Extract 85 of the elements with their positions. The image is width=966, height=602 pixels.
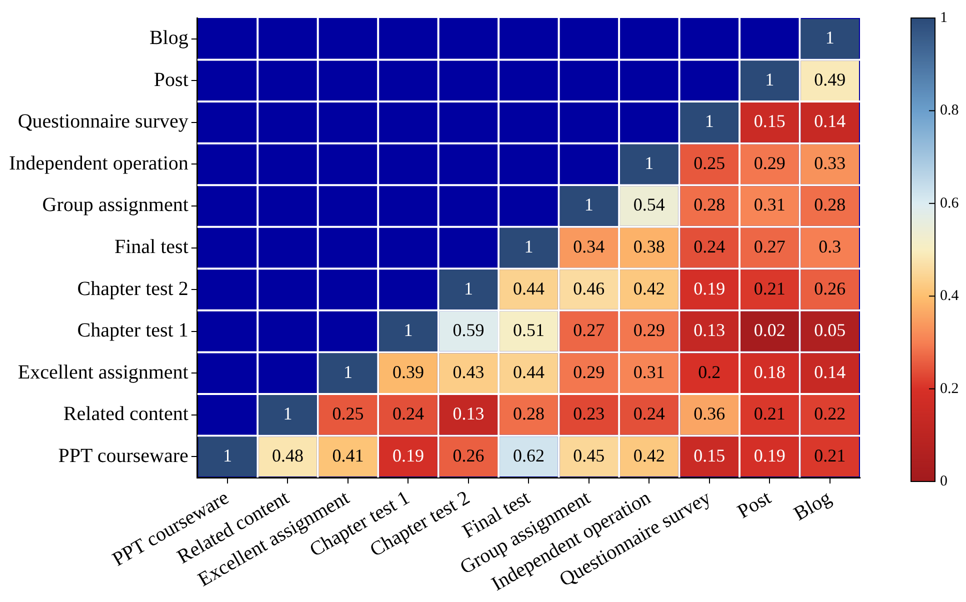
color-bar-label: 0.8 <box>940 102 959 119</box>
data-label: 0.34 <box>573 236 605 256</box>
data-label: 1 <box>644 152 654 173</box>
data-label: 0.25 <box>332 404 364 424</box>
data-label: 0.13 <box>694 320 726 340</box>
data-label: 0.02 <box>754 320 786 340</box>
data-label: 0.28 <box>694 194 726 215</box>
data-label: 0.14 <box>814 362 846 382</box>
y-tick-label: Independent operation <box>9 152 188 174</box>
data-label: 0.19 <box>392 445 424 466</box>
y-tick-label: Final test <box>114 236 189 258</box>
data-label: 0.2 <box>698 362 721 382</box>
data-label: 1 <box>584 194 594 215</box>
data-label: 0.33 <box>814 152 846 173</box>
data-label: 0.28 <box>814 194 846 215</box>
data-label: 0.29 <box>573 362 605 382</box>
data-label: 0.05 <box>814 320 846 340</box>
data-label: 0.24 <box>392 404 424 424</box>
data-label: 0.54 <box>633 194 665 215</box>
data-label: 0.38 <box>633 236 665 256</box>
data-label: 0.3 <box>818 236 842 256</box>
data-label: 0.62 <box>512 445 544 466</box>
data-label: 0.15 <box>694 445 726 466</box>
y-tick-label: PPT courseware <box>58 444 188 467</box>
data-label: 0.51 <box>512 320 544 340</box>
data-label: 0.24 <box>633 404 665 424</box>
data-label: 0.27 <box>754 236 786 256</box>
data-label: 1 <box>222 445 232 466</box>
data-label: 0.21 <box>754 404 786 424</box>
data-label: 0.18 <box>754 362 786 382</box>
data-label: 1 <box>283 404 292 424</box>
data-label: 0.21 <box>754 278 786 298</box>
data-label: 0.19 <box>754 445 786 466</box>
y-tick-label: Related content <box>63 403 189 426</box>
color-bar-label: 0.2 <box>940 380 959 397</box>
data-label: 0.44 <box>512 278 544 298</box>
data-label: 1 <box>765 69 774 90</box>
x-tick-label: Post <box>734 486 776 524</box>
data-label: 0.13 <box>452 404 484 424</box>
y-tick-label: Questionnaire survey <box>18 110 188 133</box>
color-bar-label: 0.6 <box>940 195 960 212</box>
color-bar-label: 0.4 <box>940 288 960 304</box>
data-label: 0.59 <box>452 320 484 340</box>
data-label: 0.49 <box>814 69 846 90</box>
data-label: 1 <box>464 278 473 298</box>
data-label: 0.46 <box>573 278 605 298</box>
y-tick-label: Excellent assignment <box>18 361 189 384</box>
y-tick-label: Chapter test 1 <box>77 320 188 342</box>
data-label: 0.42 <box>633 278 665 298</box>
data-label: 0.36 <box>694 404 726 424</box>
data-label: 0.42 <box>633 445 665 466</box>
data-label: 1 <box>524 236 534 256</box>
data-label: 0.48 <box>272 445 304 466</box>
data-label: 0.27 <box>573 320 605 340</box>
data-label: 0.39 <box>392 362 424 382</box>
data-label: 0.21 <box>814 445 846 466</box>
data-label: 0.22 <box>814 404 846 424</box>
data-label: 0.29 <box>754 152 786 173</box>
data-label: 1 <box>825 28 834 48</box>
data-label: 0.44 <box>512 362 544 382</box>
color-bar-label: 1 <box>940 10 948 26</box>
data-label: 0.15 <box>754 111 786 132</box>
data-label: 0.29 <box>633 320 665 340</box>
data-label: 0.14 <box>814 111 846 132</box>
data-label: 0.24 <box>694 236 726 256</box>
data-label: 0.26 <box>814 278 846 298</box>
data-label: 0.25 <box>694 152 726 173</box>
data-label: 0.26 <box>452 445 484 466</box>
y-tick-label: Post <box>154 68 189 91</box>
data-label: 0.31 <box>633 362 665 382</box>
y-tick-label: Blog <box>149 27 188 50</box>
data-label: 0.43 <box>452 362 484 382</box>
data-label: 1 <box>704 111 714 132</box>
data-label: 0.31 <box>754 194 786 215</box>
color-bar-label: 0 <box>940 473 948 490</box>
data-label: 0.41 <box>332 445 364 466</box>
x-tick-label: Blog <box>790 486 836 526</box>
data-label: 0.28 <box>512 404 544 424</box>
data-label: 1 <box>343 362 352 382</box>
data-label: 0.45 <box>573 445 605 466</box>
y-tick-label: Chapter test 2 <box>77 278 188 300</box>
data-label: 0.19 <box>694 278 726 298</box>
data-label: 1 <box>404 320 413 340</box>
data-label: 0.23 <box>573 404 605 424</box>
y-tick-label: Group assignment <box>42 194 189 216</box>
